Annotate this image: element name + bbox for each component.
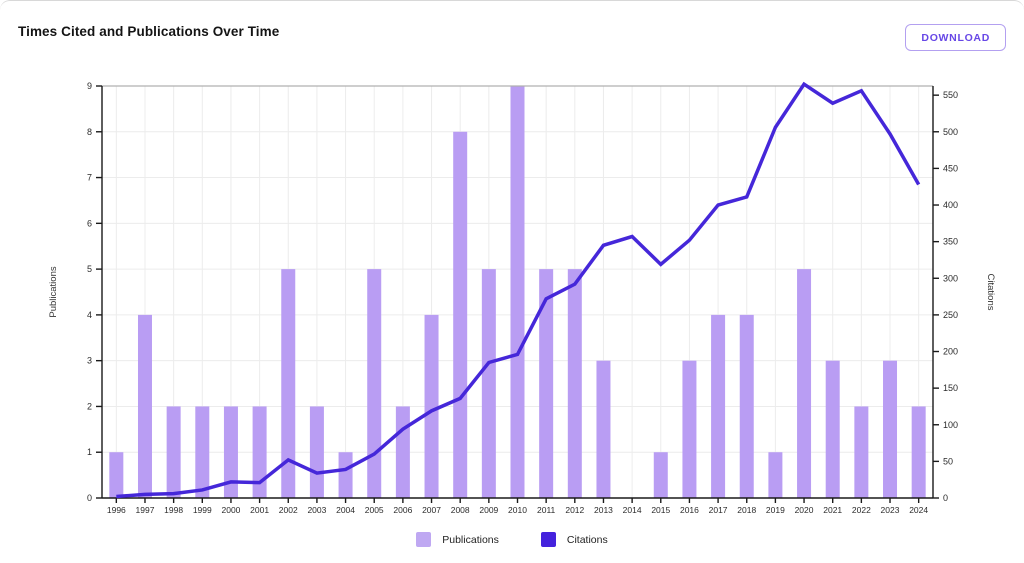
publications-bar-2017[interactable] [711,314,726,498]
y-right-tick-label: 250 [943,310,958,320]
y-right-tick-label: 450 [943,163,958,173]
publications-bar-2015[interactable] [653,452,668,498]
x-tick-label-1998: 1998 [164,505,183,515]
y-left-tick-label: 6 [87,218,92,228]
x-tick-label-2008: 2008 [451,505,470,515]
publications-bar-2023[interactable] [883,360,898,498]
publications-bar-2013[interactable] [596,360,611,498]
publications-bar-2021[interactable] [825,360,840,498]
y-right-tick-label: 400 [943,200,958,210]
y-left-tick-label: 2 [87,401,92,411]
x-tick-label-2007: 2007 [422,505,441,515]
publications-bar-1999[interactable] [195,406,210,498]
x-tick-label-2011: 2011 [537,505,556,515]
x-tick-label-2018: 2018 [737,505,756,515]
publications-bar-2002[interactable] [281,269,296,498]
x-tick-label-2016: 2016 [680,505,699,515]
y-left-tick-label: 8 [87,127,92,137]
publications-bar-2024[interactable] [911,406,926,498]
publications-bar-2019[interactable] [768,452,783,498]
y-left-tick-label: 1 [87,447,92,457]
publications-bar-2008[interactable] [453,131,468,498]
publications-bar-2004[interactable] [338,452,353,498]
publications-bar-2010[interactable] [510,86,525,498]
publications-bar-2007[interactable] [424,314,439,498]
citations-swatch-icon [540,532,556,547]
publications-bar-2005[interactable] [367,269,382,498]
publications-bar-2001[interactable] [252,406,267,498]
publications-bar-2012[interactable] [567,269,582,498]
x-tick-label-2019: 2019 [766,505,785,515]
x-tick-label-2024: 2024 [909,505,928,515]
publications-bar-1998[interactable] [166,406,181,498]
x-tick-label-2020: 2020 [795,505,814,515]
y-left-tick-label: 3 [87,356,92,366]
legend-item-publications[interactable]: Publications [416,532,499,547]
y-left-tick-label: 0 [87,493,92,503]
x-tick-label-2006: 2006 [393,505,412,515]
publications-bar-2020[interactable] [797,269,812,498]
x-tick-label-2013: 2013 [594,505,613,515]
publications-bar-2006[interactable] [395,406,410,498]
x-tick-label-2005: 2005 [365,505,384,515]
legend-label-publications: Publications [442,533,499,546]
y-right-tick-label: 300 [943,273,958,283]
y-right-tick-label: 0 [943,493,948,503]
page-title: Times Cited and Publications Over Time [18,24,280,39]
x-tick-label-1996: 1996 [107,505,126,515]
publications-bar-2022[interactable] [854,406,869,498]
x-tick-label-2002: 2002 [279,505,298,515]
legend-label-citations: Citations [566,533,608,546]
x-tick-label-1999: 1999 [193,505,212,515]
publications-bar-2000[interactable] [223,406,238,498]
x-tick-label-2010: 2010 [508,505,527,515]
y-left-tick-label: 9 [87,81,92,91]
x-tick-label-2014: 2014 [623,505,642,515]
y-left-tick-label: 5 [87,264,92,274]
y-right-tick-label: 500 [943,127,958,137]
y-right-tick-label: 150 [943,383,958,393]
x-tick-label-2012: 2012 [565,505,584,515]
publications-bar-2011[interactable] [539,269,554,498]
publications-bar-2003[interactable] [309,406,324,498]
x-tick-label-2001: 2001 [250,505,269,515]
y-right-tick-label: 550 [943,90,958,100]
publications-swatch-icon [416,532,432,547]
x-tick-label-2004: 2004 [336,505,355,515]
y-left-tick-label: 4 [87,310,92,320]
x-tick-label-2022: 2022 [852,505,871,515]
right-axis-title: Citations [985,274,996,311]
publications-bar-2009[interactable] [481,269,496,498]
y-right-tick-label: 100 [943,420,958,430]
y-left-tick-label: 7 [87,173,92,183]
x-tick-label-2021: 2021 [823,505,842,515]
x-tick-label-2023: 2023 [881,505,900,515]
y-right-tick-label: 50 [943,456,953,466]
left-axis-title: Publications [48,266,59,317]
legend-item-citations[interactable]: Citations [540,532,608,547]
x-tick-label-2017: 2017 [709,505,728,515]
x-tick-label-2000: 2000 [221,505,240,515]
x-tick-label-2003: 2003 [307,505,326,515]
publications-bar-2016[interactable] [682,360,697,498]
citations-line[interactable] [116,81,921,499]
chart-legend: Publications Citations [0,532,1024,547]
y-right-tick-label: 200 [943,347,958,357]
publications-bar-2018[interactable] [739,314,754,498]
download-button[interactable]: DOWNLOAD [905,24,1006,51]
x-tick-label-1997: 1997 [136,505,155,515]
publications-bar-1996[interactable] [109,452,124,498]
y-right-tick-label: 350 [943,237,958,247]
publications-bar-1997[interactable] [137,314,152,498]
x-tick-label-2009: 2009 [479,505,498,515]
x-tick-label-2015: 2015 [651,505,670,515]
